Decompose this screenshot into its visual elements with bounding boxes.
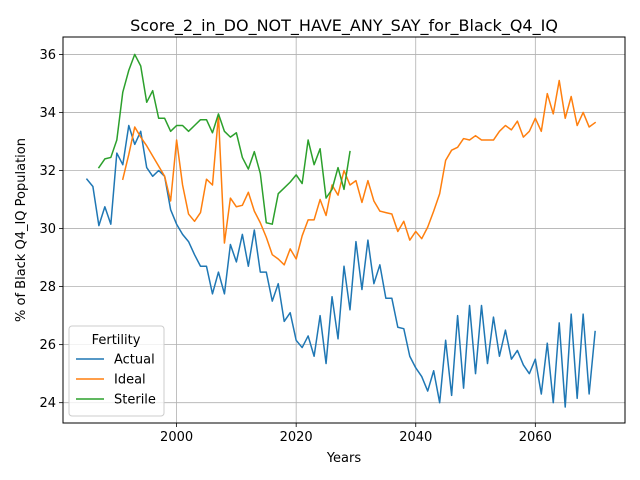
x-tick-label: 2000 (160, 430, 193, 445)
x-axis: 2000 2020 2040 2060 (160, 423, 552, 445)
y-tick-label: 34 (39, 106, 56, 121)
x-tick-label: 2040 (399, 430, 432, 445)
legend-label-actual: Actual (114, 353, 155, 368)
series-line-ideal (121, 79, 597, 266)
y-tick-label: 36 (39, 48, 56, 63)
y-axis: 24 26 28 30 32 34 36 (39, 48, 63, 411)
y-tick-label: 24 (39, 396, 56, 411)
y-tick-label: 32 (39, 164, 56, 179)
series-lines (85, 53, 597, 408)
y-axis-label: % of Black Q4_IQ Population (14, 138, 29, 322)
legend: Fertility Actual Ideal Sterile (68, 325, 165, 417)
x-axis-label: Years (326, 451, 362, 466)
grid (63, 37, 625, 423)
legend-label-ideal: Ideal (114, 373, 146, 388)
y-tick-label: 30 (39, 222, 56, 237)
legend-box (68, 325, 165, 417)
chart-title: Score_2_in_DO_NOT_HAVE_ANY_SAY_for_Black… (130, 16, 558, 36)
y-tick-label: 26 (39, 338, 56, 353)
x-tick-label: 2060 (519, 430, 552, 445)
plot-frame (62, 36, 626, 424)
series-line-sterile (97, 53, 351, 225)
x-tick-label: 2020 (280, 430, 313, 445)
series-line-actual (85, 124, 596, 408)
legend-title: Fertility (92, 333, 141, 348)
y-tick-label: 28 (39, 280, 56, 295)
legend-label-sterile: Sterile (114, 393, 156, 408)
